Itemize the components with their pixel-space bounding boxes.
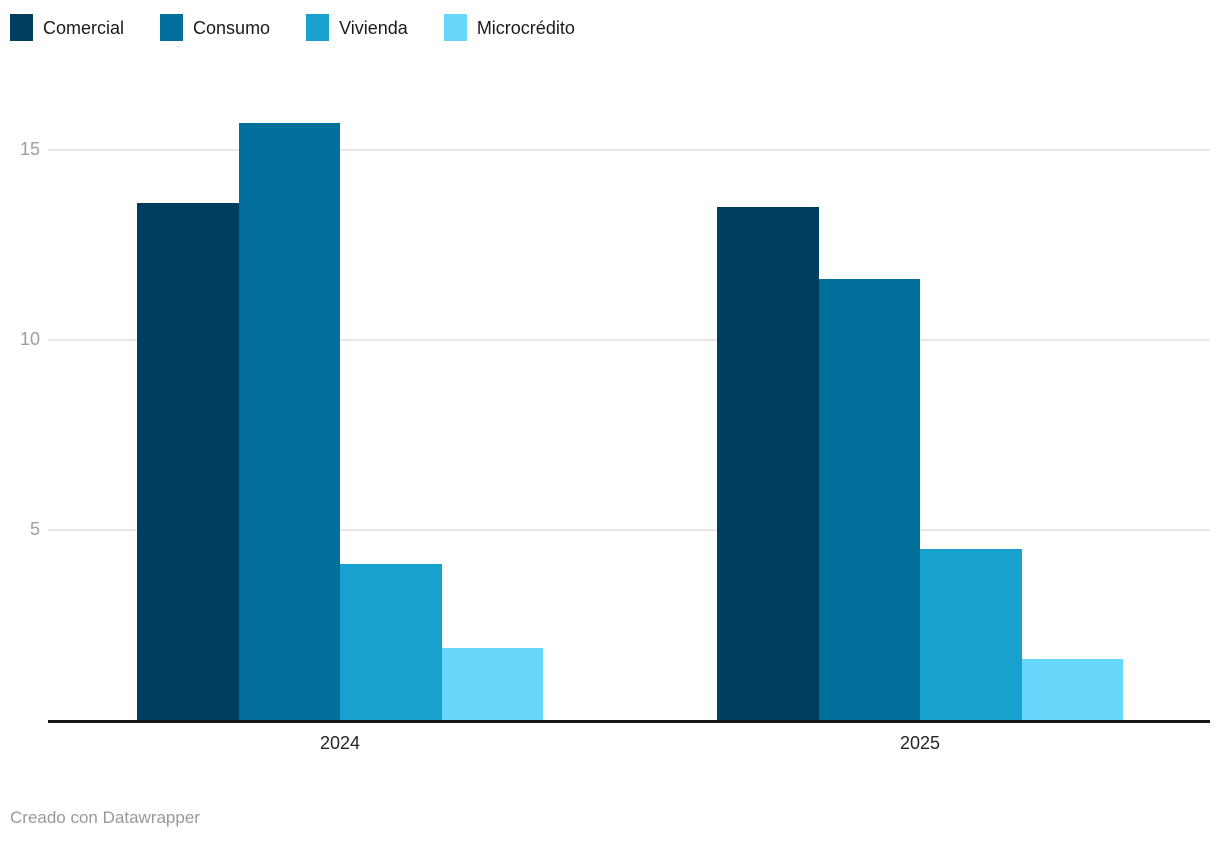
bar-microcredito-2024 bbox=[441, 647, 543, 720]
y-tick-label-10: 10 bbox=[19, 329, 40, 349]
legend-swatch-vivienda bbox=[306, 14, 330, 41]
x-axis-label-2025: 2025 bbox=[899, 733, 941, 753]
legend-swatch-comercial bbox=[10, 14, 33, 41]
legend: Comercial Consumo Vivienda Microcrédito bbox=[10, 14, 575, 41]
gridline-y-10 bbox=[48, 339, 1210, 341]
legend-item-consumo: Consumo bbox=[160, 14, 270, 41]
y-tick-label-15: 15 bbox=[19, 139, 40, 159]
bar-consumo-2025 bbox=[818, 279, 920, 720]
gridline-y-5 bbox=[48, 529, 1210, 531]
legend-label-microcredito: Microcrédito bbox=[476, 17, 575, 38]
x-axis-label-2024: 2024 bbox=[319, 733, 361, 753]
x-axis-line bbox=[48, 720, 1210, 723]
bar-comercial-2024 bbox=[137, 203, 239, 720]
bar-comercial-2025 bbox=[717, 207, 819, 720]
gridline-y-15 bbox=[48, 149, 1210, 151]
legend-item-comercial: Comercial bbox=[10, 14, 124, 41]
legend-swatch-consumo bbox=[160, 14, 184, 41]
legend-swatch-microcredito bbox=[443, 14, 467, 41]
legend-label-vivienda: Vivienda bbox=[339, 17, 408, 38]
footer-credit: Creado con Datawrapper bbox=[10, 808, 200, 827]
bar-vivienda-2024 bbox=[340, 564, 442, 720]
legend-label-comercial: Comercial bbox=[43, 17, 125, 38]
y-tick-label-5: 5 bbox=[29, 519, 40, 539]
legend-label-consumo: Consumo bbox=[193, 17, 271, 38]
bar-consumo-2024 bbox=[238, 123, 340, 720]
bar-vivienda-2025 bbox=[920, 549, 1022, 720]
legend-item-vivienda: Vivienda bbox=[306, 14, 408, 41]
legend-item-microcredito: Microcrédito bbox=[443, 14, 575, 41]
bar-microcredito-2025 bbox=[1021, 659, 1123, 720]
